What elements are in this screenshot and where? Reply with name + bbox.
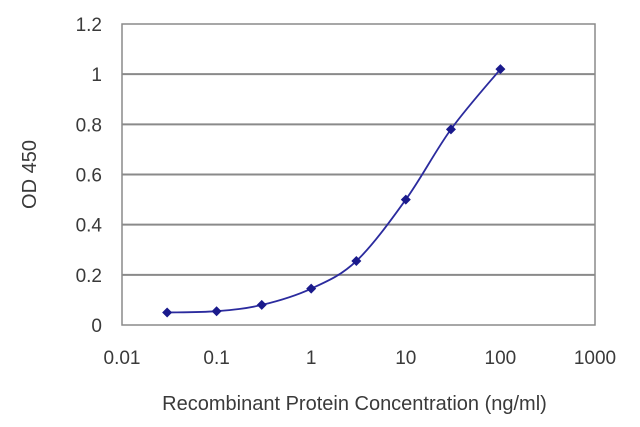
y-tick-label: 0.2 bbox=[76, 266, 102, 287]
y-tick-label: 0 bbox=[91, 316, 102, 337]
data-point bbox=[495, 64, 506, 75]
plot-frame bbox=[121, 23, 596, 326]
y-tick-label: 1 bbox=[91, 65, 102, 86]
y-tick-label: 0.6 bbox=[76, 166, 102, 187]
series-points bbox=[162, 64, 506, 318]
gridlines bbox=[122, 73, 595, 276]
x-tick-label: 10 bbox=[395, 348, 416, 369]
x-tick-label: 1000 bbox=[574, 348, 616, 369]
y-tick-label: 0.8 bbox=[76, 115, 102, 136]
data-point bbox=[162, 307, 173, 318]
data-point bbox=[445, 124, 456, 135]
data-point bbox=[400, 194, 411, 205]
data-point bbox=[211, 306, 222, 317]
y-tick-label: 1.2 bbox=[76, 15, 102, 36]
data-point bbox=[351, 256, 362, 267]
x-axis-title: Recombinant Protein Concentration (ng/ml… bbox=[162, 393, 547, 415]
data-point bbox=[256, 299, 267, 310]
x-tick-label: 1 bbox=[306, 348, 317, 369]
y-tick-label: 0.4 bbox=[76, 216, 103, 237]
x-tick-label: 100 bbox=[485, 348, 517, 369]
x-tick-label: 0.1 bbox=[203, 348, 229, 369]
series-line bbox=[167, 68, 502, 314]
y-axis-title: OD 450 bbox=[19, 140, 41, 209]
y-tick-labels: 0 0.2 0.4 0.6 0.8 1 1.2 bbox=[76, 15, 103, 337]
x-tick-labels: 0.01 0.1 1 10 100 1000 bbox=[104, 348, 617, 369]
x-tick-label: 0.01 bbox=[104, 348, 141, 369]
data-point bbox=[306, 283, 317, 294]
